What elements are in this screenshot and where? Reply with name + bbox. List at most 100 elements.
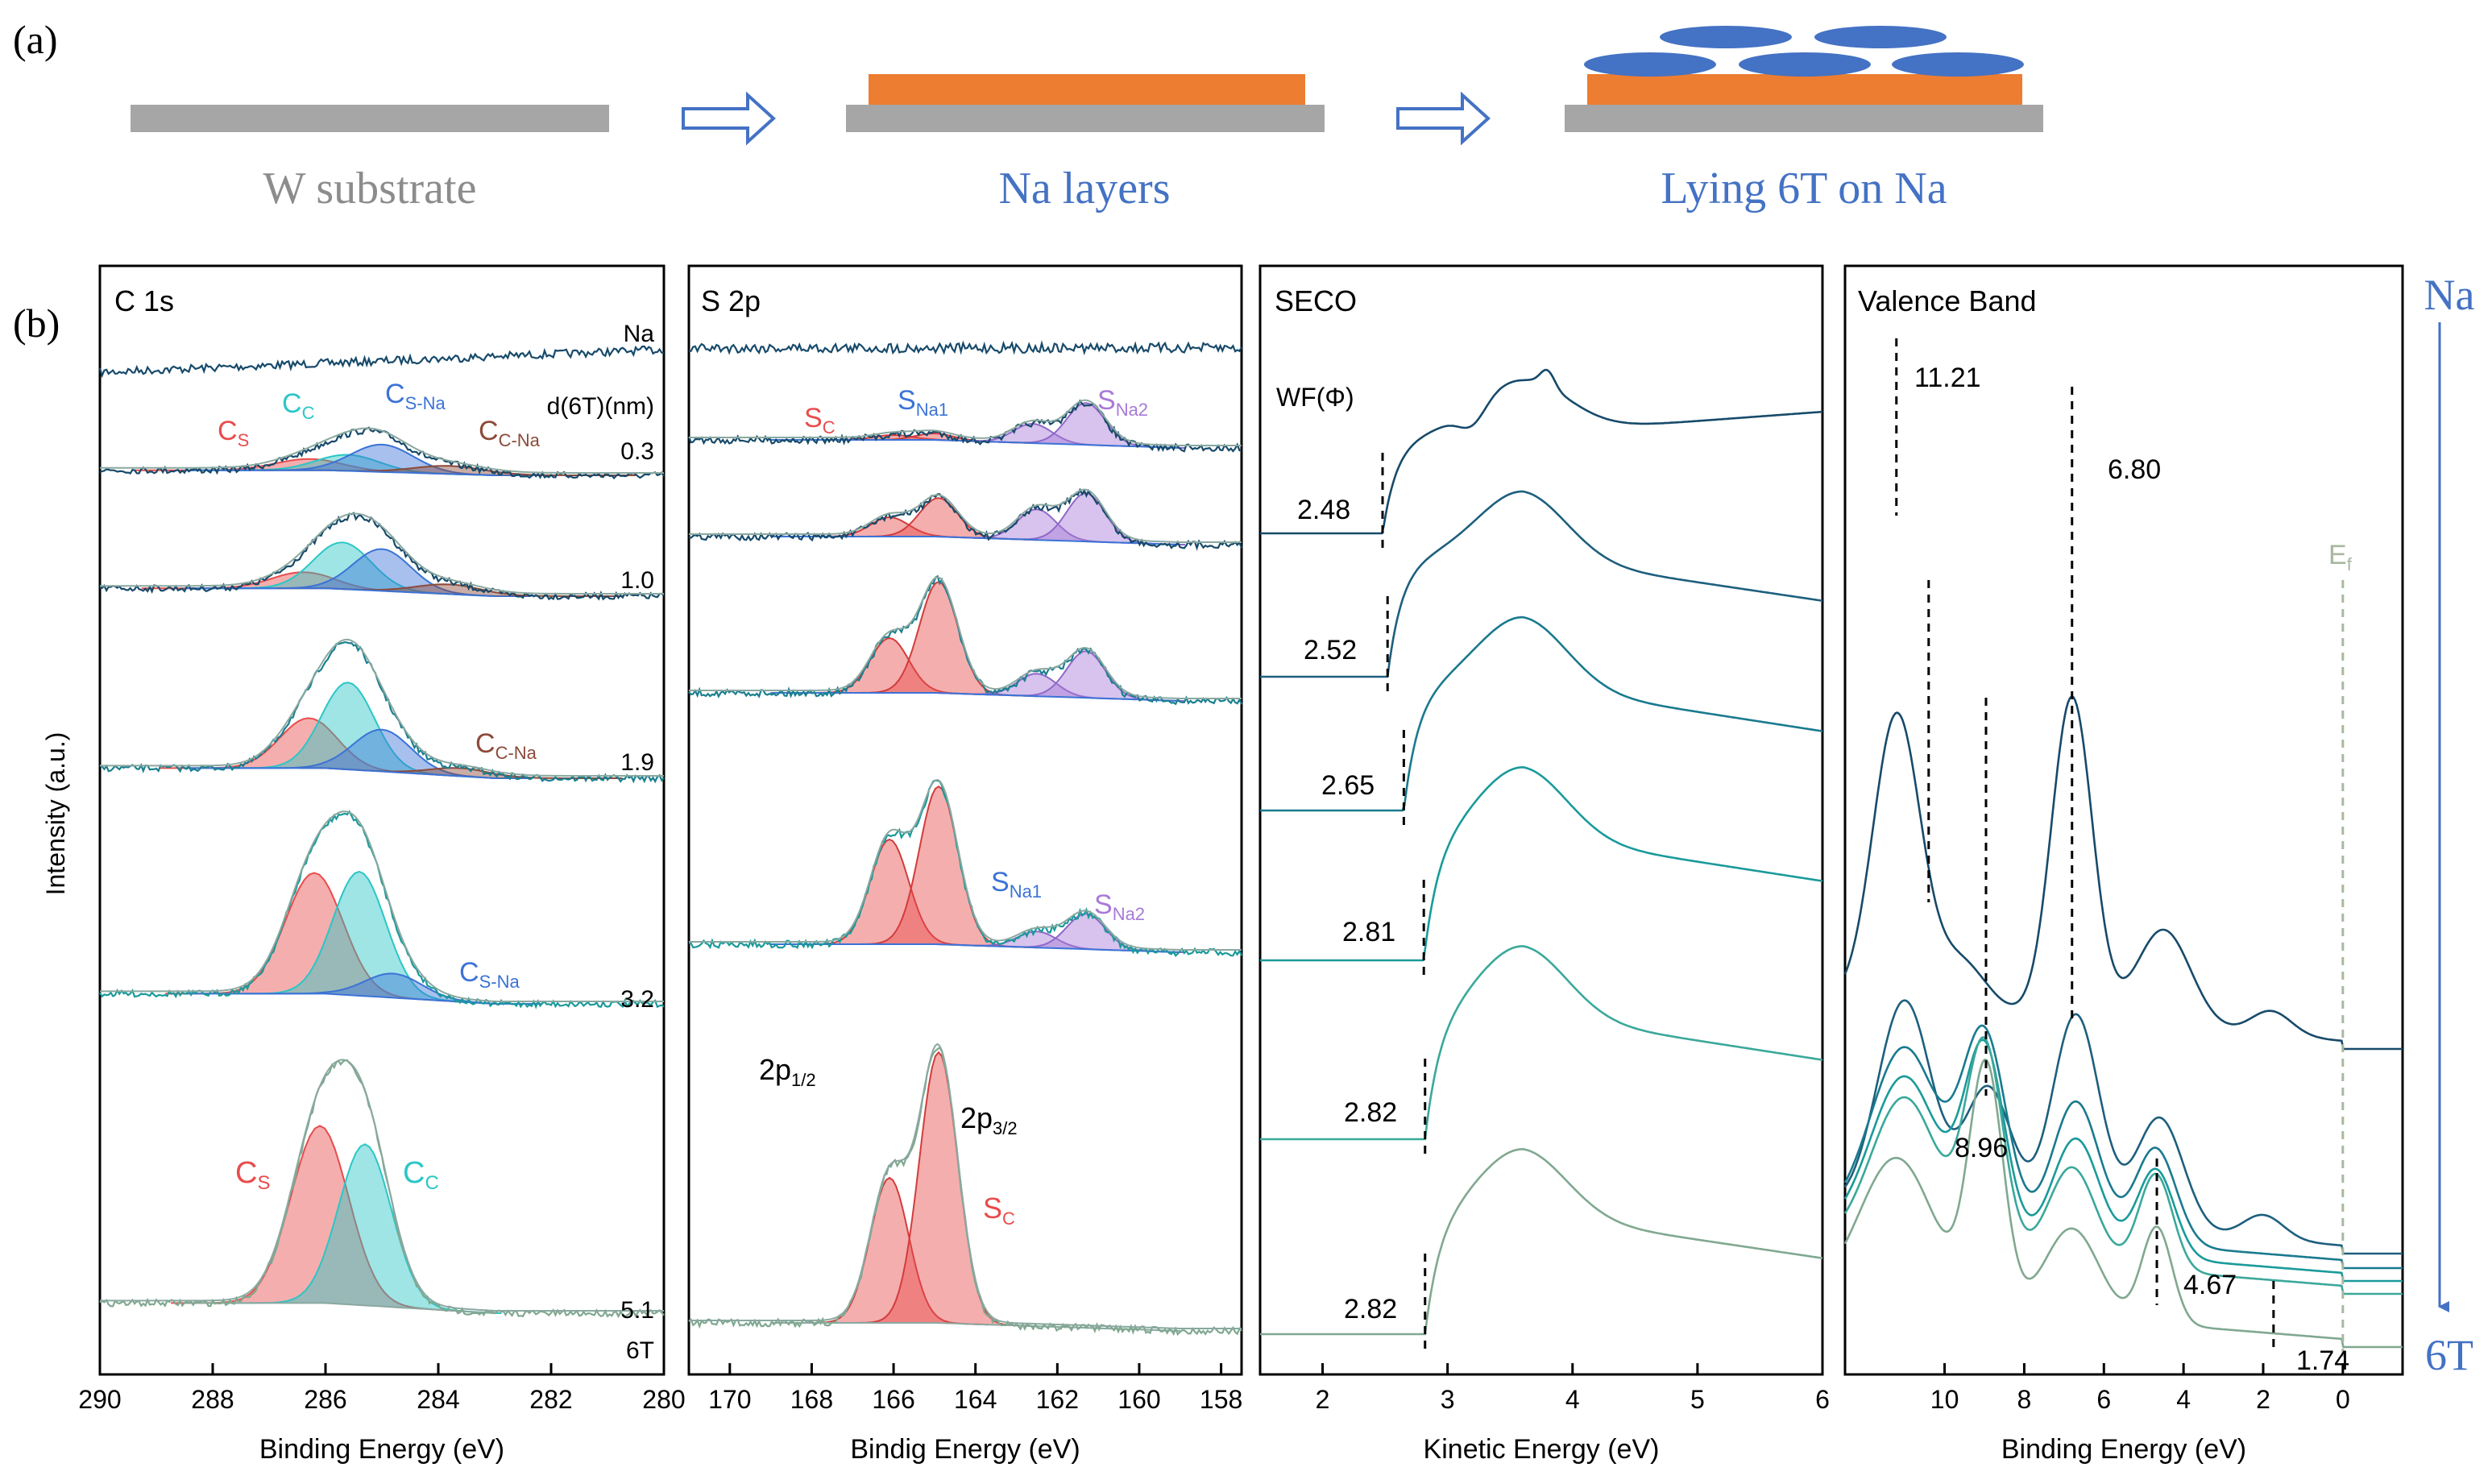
c1s-frame [98, 264, 666, 1376]
seco-title: SECO [1275, 284, 1357, 317]
c1s-spectra [98, 345, 665, 1319]
component-fill [228, 1144, 502, 1313]
vb-spectrum [1843, 1024, 2403, 1270]
x-tick-label: 280 [642, 1385, 685, 1414]
na-layer-bar-2 [1587, 74, 2022, 105]
seco-spectra [1260, 368, 1823, 1355]
panel-b-label: (b) [13, 301, 60, 346]
step-1-label: W substrate [263, 164, 477, 213]
x-tick-label: 10 [1930, 1385, 1959, 1414]
c1s-label-csna-1: CS-Na [385, 379, 446, 413]
seco-x-ticks: 2 3 4 5 6 [1316, 1363, 1830, 1414]
vb-spectrum [1843, 1036, 2403, 1295]
vb-title: Valence Band [1858, 284, 2037, 317]
component-fill [220, 444, 544, 475]
vb-spectrum [1843, 695, 2403, 1051]
component-fill [160, 718, 458, 777]
x-tick-label: 8 [2017, 1385, 2032, 1414]
direction-bottom-label: 6T [2425, 1331, 2473, 1379]
component-fill [222, 871, 496, 1004]
vb-peak-label-4: 4.67 [2183, 1270, 2237, 1300]
x-tick-label: 164 [954, 1385, 997, 1414]
c1s-x-axis-label: Binding Energy (eV) [259, 1434, 504, 1465]
x-tick-label: 2 [1316, 1385, 1330, 1414]
c1s-label-csna-2: CS-Na [459, 957, 520, 992]
direction-top-label: Na [2424, 271, 2475, 319]
component-fill [840, 498, 1038, 541]
component-fill [790, 638, 989, 695]
c1s-series-label-0.3: 0.3 [620, 438, 654, 465]
component-fill [835, 433, 1034, 443]
c1s-title: C 1s [114, 284, 174, 317]
w-substrate-bar-2 [846, 105, 1325, 132]
s2p-label-sc-1: SC [804, 403, 836, 437]
c1s-label-cs-2: CS [235, 1156, 270, 1194]
x-tick-label: 2 [2256, 1385, 2270, 1414]
s2p-label-sna2-1: SNa2 [1097, 385, 1148, 420]
raw-spectrum [688, 487, 1243, 551]
panel-a-label: (a) [13, 17, 58, 62]
component-fill [276, 584, 624, 596]
vb-spectrum [1843, 1059, 2403, 1349]
raw-spectrum-na [98, 345, 665, 379]
component-fill [135, 458, 483, 475]
y-axis-label: Intensity (a.u.) [41, 732, 70, 896]
seco-wf-label-1: 2.48 [1297, 495, 1350, 525]
seco-spectrum [1260, 1147, 1823, 1336]
raw-spectrum [687, 399, 1242, 453]
6t-molecule [1584, 52, 1716, 77]
component-fill [794, 435, 993, 442]
s2p-frame [687, 264, 1243, 1376]
component-fill [233, 729, 531, 778]
vb-x-ticks: 10 8 6 4 2 0 [1930, 1363, 2350, 1414]
6t-molecule [1660, 26, 1792, 48]
raw-spectrum-na [688, 340, 1242, 356]
seco-spectrum [1260, 616, 1823, 812]
x-tick-label: 4 [1565, 1385, 1580, 1414]
c1s-series-label-na: Na [624, 321, 655, 347]
component-fill [790, 1178, 989, 1325]
c1s-label-cs-1: CS [218, 416, 249, 450]
envelope-line [689, 778, 1242, 951]
vb-spectra [1843, 338, 2403, 1362]
seco-wf-header: WF(Φ) [1276, 383, 1354, 412]
s2p-label-sna1-1: SNa1 [898, 385, 948, 420]
component-fill [986, 493, 1185, 545]
component-fill [933, 424, 1132, 446]
na-layer-bar [869, 74, 1305, 105]
seco-frame [1258, 264, 1824, 1376]
c1s-series-label-1.9: 1.9 [620, 749, 654, 776]
component-fill [790, 839, 989, 947]
vb-peak-label-1: 11.21 [1914, 363, 1981, 393]
seco-spectrum [1260, 490, 1823, 678]
c1s-label-cc-2: CC [403, 1156, 439, 1194]
vb-spectrum [1843, 1038, 2403, 1283]
seco-x-axis-label: Kinetic Energy (eV) [1424, 1434, 1660, 1465]
x-tick-label: 284 [417, 1385, 459, 1414]
s2p-spectra [687, 340, 1243, 1337]
seco-wf-label-6: 2.82 [1344, 1294, 1397, 1324]
envelope-line [100, 427, 664, 474]
s2p-label-2p12: 2p1/2 [759, 1053, 816, 1090]
c1s-series-label-5.1: 5.1 [620, 1297, 654, 1324]
s2p-label-2p32: 2p3/2 [960, 1101, 1018, 1138]
vb-spectrum [1843, 999, 2403, 1255]
step-3-label: Lying 6T on Na [1661, 164, 1947, 213]
seco-wf-label-5: 2.82 [1344, 1097, 1397, 1128]
component-fill [790, 517, 989, 539]
envelope-line [689, 576, 1242, 699]
c1s-x-ticks: 290 288 286 284 282 280 [78, 1363, 686, 1414]
c1s-series-label-1.0: 1.0 [620, 567, 654, 594]
envelope-line [689, 399, 1242, 446]
vb-peak-label-3: 8.96 [1955, 1133, 2008, 1163]
component-fill [263, 466, 636, 475]
x-tick-label: 4 [2176, 1385, 2191, 1414]
background-line [770, 943, 1180, 953]
component-fill [986, 914, 1185, 952]
component-fill [165, 873, 463, 1002]
x-tick-label: 286 [304, 1385, 346, 1414]
c1s-series-label-6t: 6T [626, 1337, 654, 1364]
vb-frame [1843, 264, 2404, 1376]
s2p-x-axis-label: Bindig Energy (eV) [850, 1434, 1080, 1465]
